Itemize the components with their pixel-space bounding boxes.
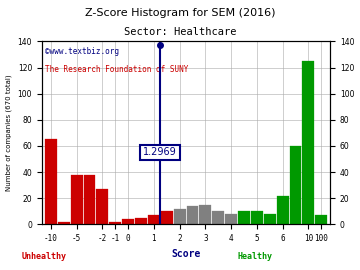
Y-axis label: Number of companies (670 total): Number of companies (670 total) bbox=[5, 75, 12, 191]
Text: 1.2969: 1.2969 bbox=[143, 147, 177, 157]
Bar bbox=[174, 209, 185, 224]
Bar bbox=[302, 61, 314, 224]
Bar bbox=[186, 206, 198, 224]
Bar bbox=[122, 219, 134, 224]
Text: The Research Foundation of SUNY: The Research Foundation of SUNY bbox=[45, 65, 188, 74]
Bar bbox=[264, 214, 276, 224]
Bar bbox=[96, 189, 108, 224]
Text: ©www.textbiz.org: ©www.textbiz.org bbox=[45, 47, 119, 56]
Bar bbox=[277, 195, 288, 224]
Bar bbox=[289, 146, 301, 224]
Bar bbox=[109, 222, 121, 224]
Bar bbox=[199, 205, 211, 224]
Text: Unhealthy: Unhealthy bbox=[22, 252, 67, 261]
Bar bbox=[212, 211, 224, 224]
Bar bbox=[71, 175, 82, 224]
Bar bbox=[58, 222, 69, 224]
Bar bbox=[315, 215, 327, 224]
Bar bbox=[238, 211, 250, 224]
X-axis label: Score: Score bbox=[171, 249, 201, 259]
Bar bbox=[84, 175, 95, 224]
Bar bbox=[45, 139, 57, 224]
Text: Sector: Healthcare: Sector: Healthcare bbox=[124, 27, 236, 37]
Bar bbox=[161, 211, 173, 224]
Text: Healthy: Healthy bbox=[238, 252, 273, 261]
Bar bbox=[225, 214, 237, 224]
Bar bbox=[148, 215, 160, 224]
Bar bbox=[135, 218, 147, 224]
Text: Z-Score Histogram for SEM (2016): Z-Score Histogram for SEM (2016) bbox=[85, 8, 275, 18]
Bar bbox=[251, 211, 263, 224]
